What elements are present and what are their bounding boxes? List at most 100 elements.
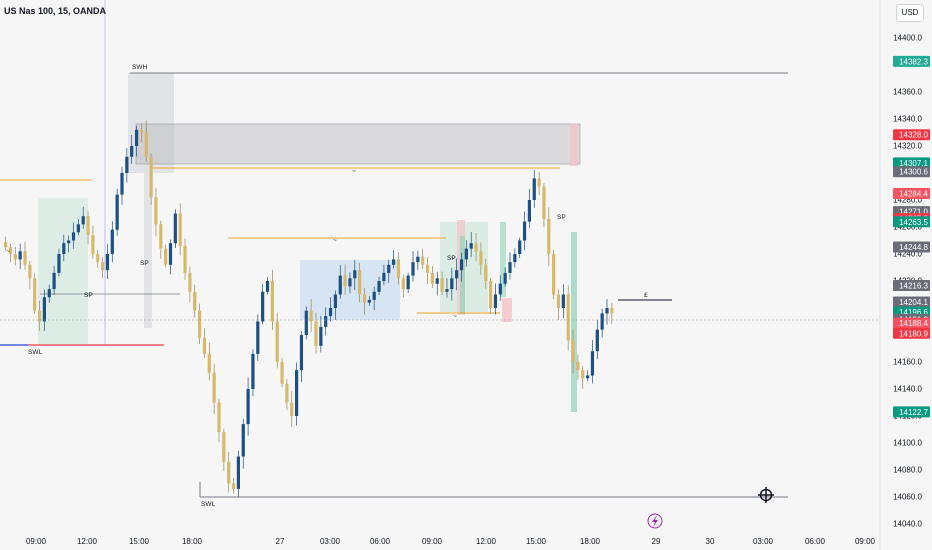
candle bbox=[425, 257, 430, 285]
price-label: 14244.8 bbox=[893, 241, 930, 253]
candle bbox=[168, 239, 173, 275]
x-tick-label: 27 bbox=[276, 537, 285, 546]
candle bbox=[295, 362, 299, 426]
candle bbox=[86, 211, 90, 245]
svg-text:14180.9: 14180.9 bbox=[899, 329, 928, 338]
candle bbox=[71, 222, 76, 249]
candle bbox=[489, 277, 493, 315]
svg-text:14271.0: 14271.0 bbox=[899, 208, 928, 217]
crosshair-target-icon[interactable] bbox=[758, 487, 774, 503]
price-label: 14180.9 bbox=[893, 327, 930, 339]
candle bbox=[484, 258, 488, 289]
svg-text:14196.6: 14196.6 bbox=[899, 308, 928, 317]
candle bbox=[101, 257, 105, 278]
candle bbox=[275, 313, 279, 369]
candle bbox=[13, 246, 17, 266]
x-tick-label: 29 bbox=[652, 537, 661, 546]
chart-annotation: SP bbox=[557, 214, 566, 221]
candle bbox=[91, 225, 95, 259]
candle bbox=[207, 342, 211, 381]
svg-text:14382.3: 14382.3 bbox=[899, 57, 928, 66]
candle bbox=[139, 123, 143, 143]
candle bbox=[37, 300, 42, 331]
x-tick-label: 15:00 bbox=[526, 537, 547, 546]
candle bbox=[76, 219, 80, 236]
price-label: 14382.3 bbox=[893, 55, 930, 67]
candle bbox=[217, 398, 221, 442]
candle bbox=[377, 276, 381, 296]
candle bbox=[421, 248, 425, 270]
chart-annotation: SWL bbox=[201, 501, 215, 508]
price-label: 14300.6 bbox=[893, 166, 930, 178]
x-tick-label: 18:00 bbox=[182, 537, 203, 546]
candle bbox=[319, 315, 323, 353]
candle bbox=[120, 166, 124, 205]
x-tick-label: 30 bbox=[706, 537, 715, 546]
candle bbox=[154, 188, 158, 237]
candle bbox=[173, 209, 177, 249]
y-tick-label: 14320.0 bbox=[893, 142, 922, 151]
candle bbox=[256, 314, 260, 361]
candle bbox=[396, 252, 401, 285]
y-tick-label: 14240.0 bbox=[893, 250, 922, 259]
candle bbox=[4, 236, 8, 251]
y-tick-label: 14400.0 bbox=[893, 34, 922, 43]
chart-annotation: ~ bbox=[453, 313, 457, 320]
svg-text:14300.6: 14300.6 bbox=[899, 168, 928, 177]
svg-text:14244.8: 14244.8 bbox=[899, 243, 928, 252]
price-label: 14216.3 bbox=[893, 279, 930, 291]
y-tick-label: 14100.0 bbox=[893, 439, 922, 448]
y-tick-label: 14360.0 bbox=[893, 88, 922, 97]
supply-zone bbox=[135, 123, 581, 165]
candle bbox=[304, 306, 308, 340]
candle bbox=[401, 274, 405, 298]
candle bbox=[130, 134, 134, 164]
candle bbox=[280, 357, 284, 388]
candle bbox=[202, 328, 207, 359]
candle bbox=[581, 366, 585, 389]
candle bbox=[348, 272, 352, 294]
candle bbox=[236, 450, 240, 497]
candle bbox=[503, 267, 507, 287]
candle bbox=[246, 377, 250, 436]
candle bbox=[28, 260, 32, 290]
candle bbox=[542, 183, 546, 228]
x-tick-label: 09:00 bbox=[422, 537, 443, 546]
candle bbox=[590, 340, 595, 384]
candle bbox=[469, 231, 473, 257]
candle bbox=[561, 284, 565, 319]
candle bbox=[406, 272, 410, 293]
candle bbox=[299, 331, 304, 383]
chart-annotation: ~ bbox=[352, 168, 356, 175]
candle bbox=[57, 248, 61, 277]
x-tick-label: 06:00 bbox=[805, 537, 826, 546]
x-tick-label: 12:00 bbox=[476, 537, 497, 546]
candle bbox=[338, 264, 342, 299]
candle bbox=[149, 153, 153, 205]
candle bbox=[498, 275, 502, 302]
y-tick-label: 14340.0 bbox=[893, 115, 922, 124]
candle bbox=[595, 319, 599, 360]
candle bbox=[382, 264, 386, 286]
candle bbox=[522, 211, 527, 251]
candle bbox=[479, 242, 483, 275]
price-label: 14188.4 bbox=[893, 317, 930, 329]
time-axis: 09:00 12:00 15:00 18:00 27 03:00 06:00 09:00 12:… bbox=[26, 537, 876, 546]
y-tick-label: 14060.0 bbox=[893, 493, 922, 502]
chart-annotation: ~ bbox=[6, 248, 10, 255]
svg-text:14263.5: 14263.5 bbox=[899, 218, 928, 227]
candle bbox=[222, 428, 226, 471]
candle bbox=[445, 278, 449, 298]
chart-annotation: ~ bbox=[333, 237, 337, 244]
chart-annotation: SP bbox=[140, 260, 149, 267]
x-tick-label: 03:00 bbox=[320, 537, 341, 546]
candle bbox=[600, 308, 604, 338]
currency-button[interactable]: USD bbox=[896, 4, 924, 22]
lightning-icon[interactable] bbox=[647, 513, 663, 529]
candle bbox=[47, 284, 51, 303]
candle bbox=[115, 188, 119, 236]
y-tick-label: 14080.0 bbox=[893, 466, 922, 475]
x-tick-label: 09:00 bbox=[26, 537, 47, 546]
x-tick-label: 18:00 bbox=[580, 537, 601, 546]
